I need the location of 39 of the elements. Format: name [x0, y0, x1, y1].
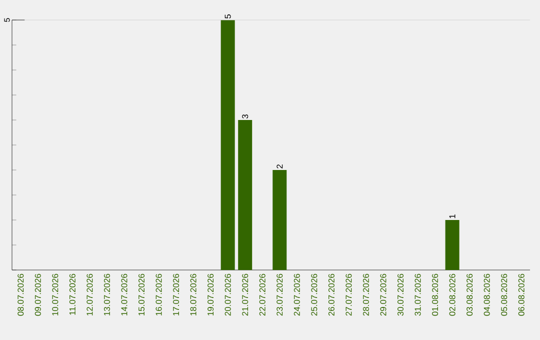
x-tick-label: 01.08.2026: [432, 274, 438, 316]
x-tick-label: 19.07.2026: [208, 274, 214, 316]
x-tick-label: 04.08.2026: [484, 274, 490, 316]
x-tick-label: 12.07.2026: [86, 274, 93, 316]
x-tick-label: 06.08.2026: [518, 274, 524, 316]
x-tick-label: 05.08.2026: [501, 274, 508, 316]
x-tick-label: 24.07.2026: [294, 274, 300, 316]
x-tick-label: 20.07.2026: [224, 274, 231, 316]
x-tick-label: 23.07.2026: [276, 274, 283, 316]
x-tick-label: 28.07.2026: [362, 274, 369, 316]
x-tick-label: 15.07.2026: [138, 274, 145, 316]
x-tick-label: 11.07.2026: [69, 274, 76, 315]
bar: [220, 20, 235, 270]
x-tick-label: 29.07.2026: [380, 274, 386, 316]
bar: [445, 220, 460, 270]
x-tick-label: 26.07.2026: [328, 274, 334, 316]
x-tick-label: 13.07.2026: [104, 274, 110, 316]
x-tick-label: 25.07.2026: [311, 274, 318, 316]
x-tick-label: 14.07.2026: [121, 274, 128, 316]
x-tick-label: 31.07.2026: [414, 274, 421, 316]
x-tick-label: 17.07.2026: [173, 274, 180, 316]
ref-line-label: 5: [4, 18, 10, 22]
x-tick-label: 27.07.2026: [346, 274, 352, 316]
x-tick-label: 09.07.2026: [34, 274, 41, 316]
data-label: 2: [276, 164, 283, 168]
bar: [272, 170, 287, 270]
x-tick-label: 21.07.2026: [242, 274, 248, 316]
data-label: 3: [242, 114, 248, 118]
x-tick-label: 02.08.2026: [449, 274, 456, 316]
data-label: 1: [449, 214, 456, 218]
bar: [238, 120, 252, 270]
x-tick-label: 22.07.2026: [259, 274, 266, 316]
x-tick-label: 16.07.2026: [156, 274, 162, 316]
data-label: 5: [224, 14, 231, 18]
x-tick-label: 03.08.2026: [466, 274, 473, 316]
x-tick-label: 08.07.2026: [18, 274, 24, 316]
x-tick-label: 30.07.2026: [397, 274, 404, 316]
x-tick-label: 10.07.2026: [52, 274, 58, 316]
x-tick-label: 18.07.2026: [190, 274, 196, 316]
